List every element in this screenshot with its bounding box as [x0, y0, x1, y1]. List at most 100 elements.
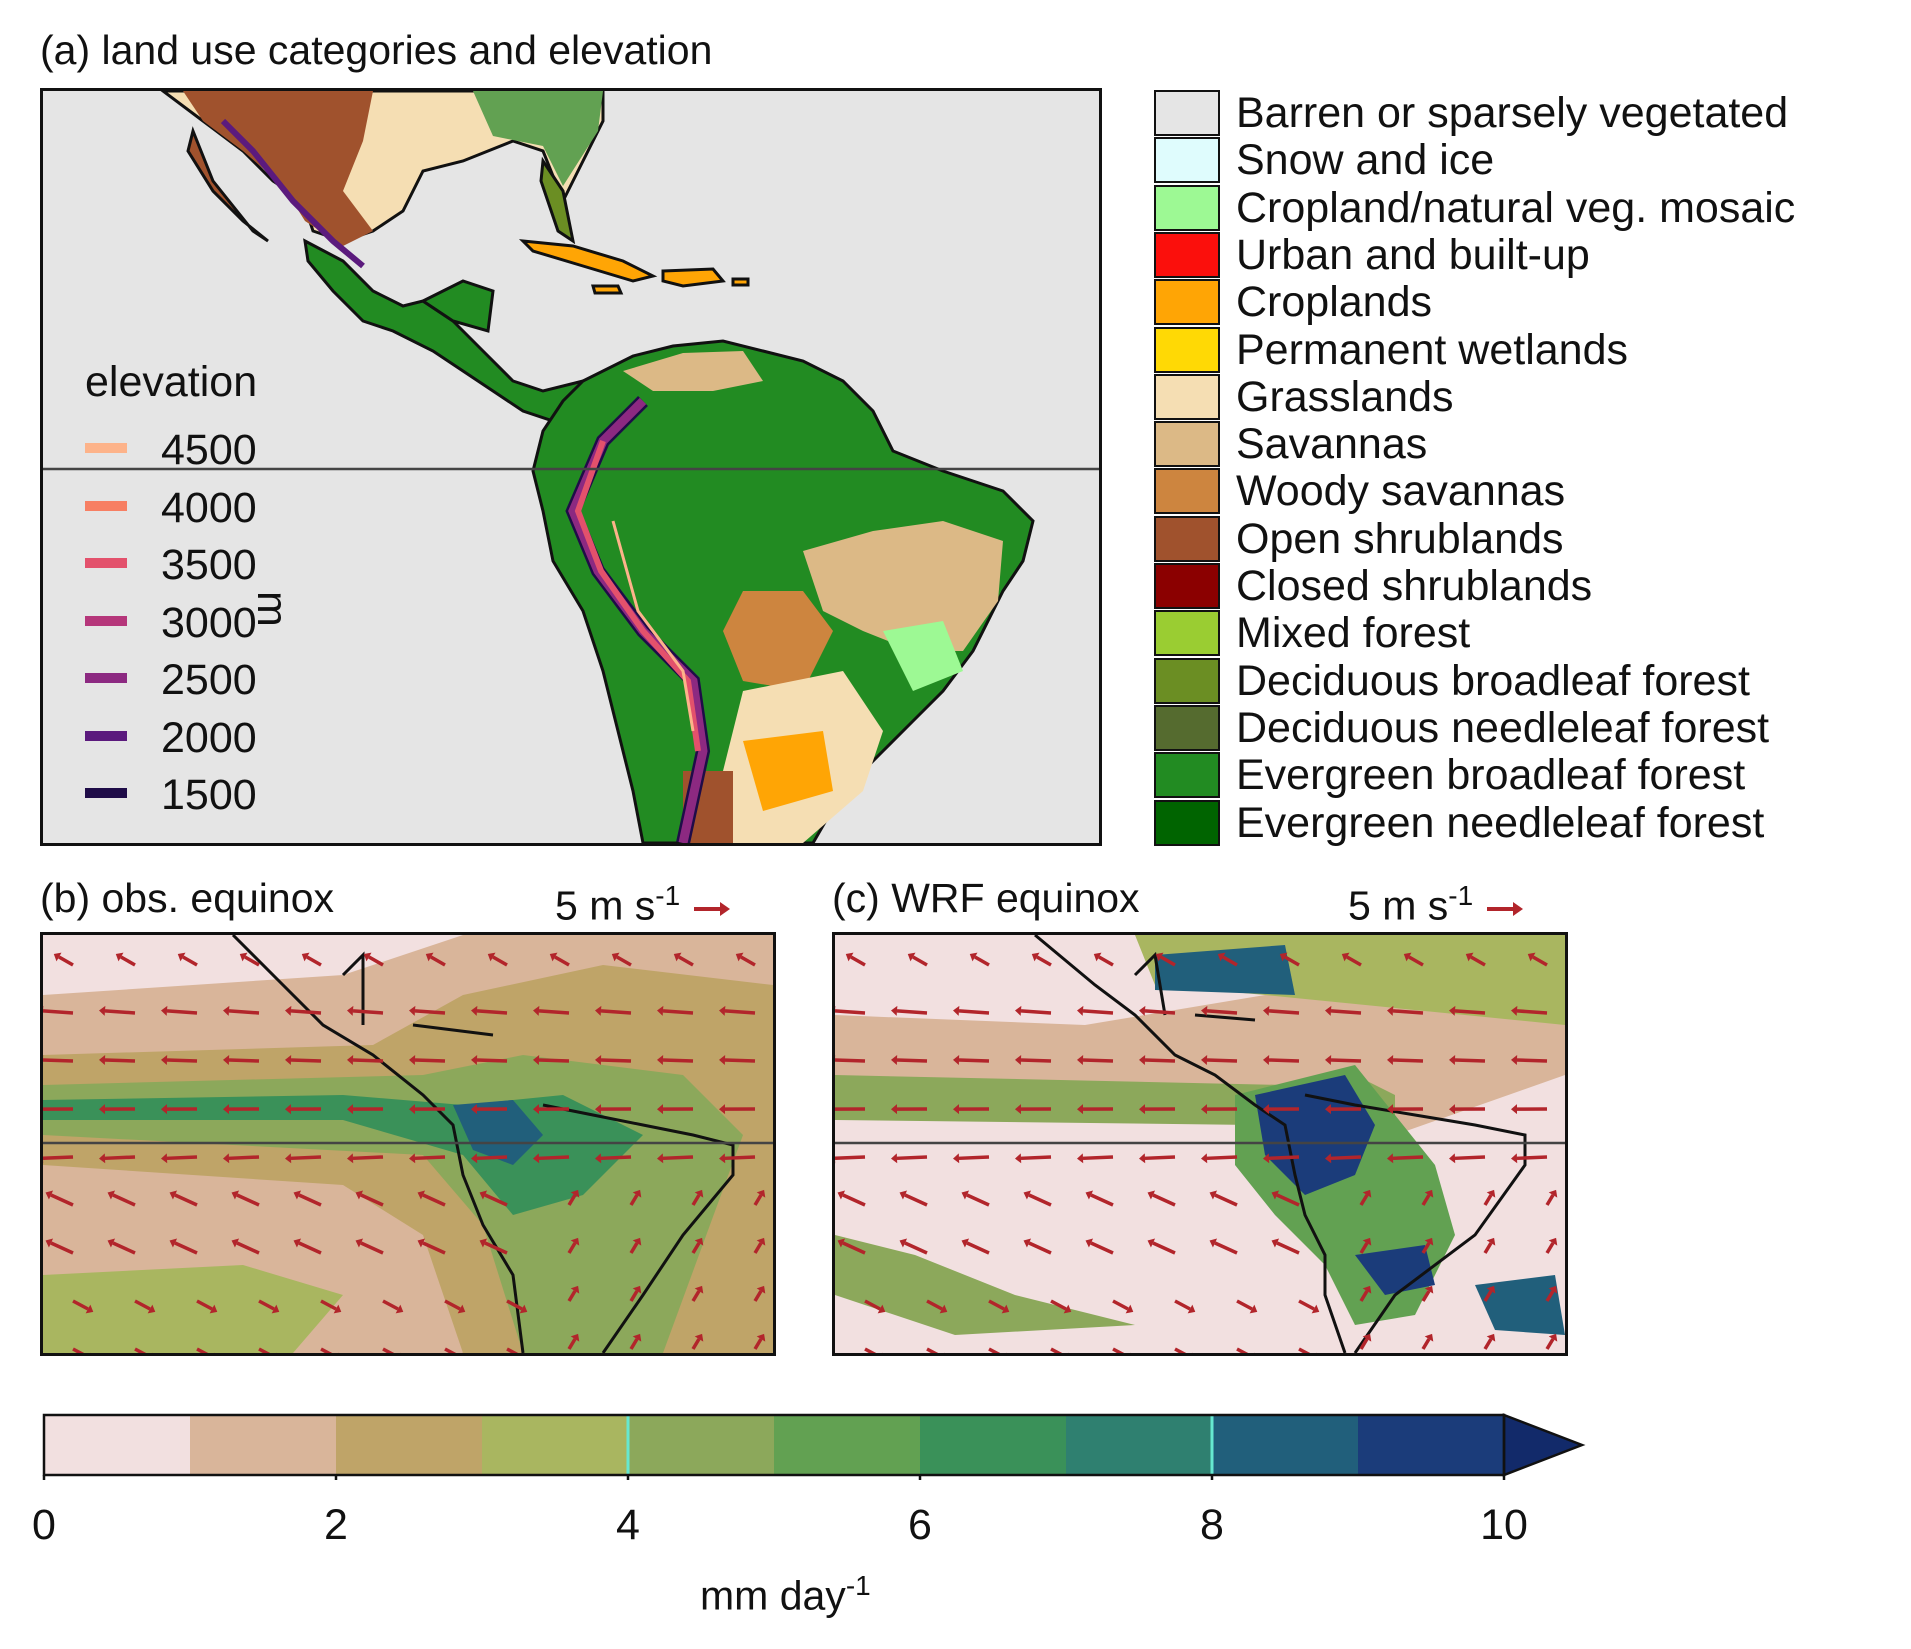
wind-vector-head — [891, 1104, 898, 1115]
wind-vector-head — [1209, 1190, 1218, 1200]
wind-vector-head — [1362, 1333, 1372, 1342]
wind-vector — [1454, 1058, 1486, 1063]
wind-vector-head — [1093, 952, 1102, 962]
wind-vector — [554, 955, 570, 967]
wind-vector-head — [719, 1055, 726, 1066]
wind-vector-head — [1279, 952, 1288, 962]
colorbar-tick-label: 2 — [324, 1501, 348, 1549]
panel-b-title: (b) obs. equinox — [40, 875, 335, 921]
wind-vector-head — [409, 1055, 416, 1066]
wind-vector — [476, 1009, 508, 1015]
wind-vector — [112, 1193, 136, 1207]
panel-b-ref-vector-exp: -1 — [655, 880, 681, 911]
wind-vector-head — [395, 1304, 404, 1314]
wind-vector — [926, 1347, 939, 1353]
wind-vector-head — [1486, 1333, 1496, 1342]
wind-vector — [842, 1193, 866, 1207]
wind-vector-head — [632, 1285, 642, 1294]
wind-vector-head — [632, 1333, 642, 1342]
wind-vector-head — [293, 1190, 302, 1200]
wind-vector-head — [939, 1304, 948, 1314]
wind-vector-head — [837, 1190, 846, 1200]
wind-vector — [1470, 955, 1486, 967]
wind-vector-head — [1548, 1189, 1558, 1198]
wind-vector-head — [1271, 1190, 1280, 1200]
elevation-unit: m — [248, 591, 296, 627]
wind-vector-head — [1015, 1153, 1022, 1164]
wind-vector-head — [1527, 952, 1536, 962]
wind-vector — [182, 955, 198, 967]
wind-vector-head — [837, 1238, 846, 1248]
baja-california — [186, 126, 269, 243]
precip-band-8b — [1155, 945, 1295, 995]
wind-vector — [1516, 1155, 1548, 1161]
wind-vector — [753, 1338, 763, 1350]
wind-vector — [1421, 1194, 1431, 1206]
wind-vector-head — [471, 1005, 478, 1016]
panel-a-title: (a) land use categories and elevation — [40, 27, 713, 73]
colorbar-bin — [1358, 1415, 1504, 1475]
land-use-swatch — [1154, 421, 1220, 468]
wind-vector-head — [347, 1104, 354, 1115]
wind-vector-head — [953, 1005, 960, 1016]
wind-vector — [1421, 1242, 1431, 1254]
wind-vector-head — [1023, 1190, 1032, 1200]
wind-vector-head — [209, 1304, 218, 1314]
wind-vector — [988, 1299, 1005, 1311]
elevation-legend-swatch-2500 — [85, 673, 127, 683]
wind-vector — [196, 1347, 209, 1353]
panel-c-title: (c) WRF equinox — [832, 875, 1140, 921]
precip-band-9 — [1255, 1075, 1375, 1195]
wind-vector-head — [223, 1005, 230, 1016]
wind-vector-head — [1139, 1153, 1146, 1164]
wind-vector — [58, 955, 74, 967]
wind-vector — [360, 1193, 384, 1207]
elevation-legend-swatch-4500 — [85, 443, 127, 453]
wind-vector-head — [85, 1304, 94, 1314]
wind-vector-head — [1031, 952, 1040, 962]
land-use-swatch — [1154, 137, 1220, 184]
wind-vector — [258, 1347, 271, 1353]
wind-vector — [258, 1299, 275, 1311]
wind-vector — [1454, 1155, 1486, 1161]
wind-vector — [1359, 1194, 1369, 1206]
land-use-swatch — [1154, 90, 1220, 136]
elevation-legend-label-3500: 3500 — [161, 541, 257, 589]
wind-vector-head — [471, 1153, 478, 1164]
wind-vector — [166, 1058, 198, 1063]
wind-vector-head — [231, 1238, 240, 1248]
wind-vector-head — [570, 1333, 580, 1342]
wind-vector — [600, 1009, 632, 1015]
wind-vector — [1206, 1058, 1238, 1063]
wind-vector — [506, 1347, 519, 1353]
wind-vector-head — [479, 1238, 488, 1248]
wind-vector — [228, 1058, 260, 1063]
wind-vector-head — [961, 1190, 970, 1200]
land-use-label: Permanent wetlands — [1236, 325, 1628, 374]
wind-vector — [414, 1155, 446, 1161]
wind-vector — [196, 1299, 213, 1311]
land-use-label: Barren or sparsely vegetated — [1236, 89, 1789, 137]
wind-vector-head — [1511, 1153, 1518, 1164]
wind-vector — [1516, 1009, 1548, 1015]
florida — [539, 156, 576, 245]
wind-vector-head — [285, 1104, 292, 1115]
precip-map-wrf-svg — [835, 935, 1565, 1353]
wind-vector — [120, 955, 136, 967]
precip-band-3 — [43, 1265, 343, 1353]
wind-vector — [368, 955, 384, 967]
wind-vector-head — [1424, 1237, 1434, 1246]
wind-vector-head — [891, 1005, 898, 1016]
wind-vector — [72, 1347, 85, 1353]
wind-vector-head — [719, 1104, 726, 1115]
jamaica — [591, 284, 624, 295]
elevation-legend-label-2500: 2500 — [161, 656, 257, 704]
wind-vector-head — [285, 1055, 292, 1066]
wind-vector — [50, 1193, 74, 1207]
wind-vector — [414, 1058, 446, 1063]
wind-vector-head — [953, 1055, 960, 1066]
panel-c-ref-vector: 5 m s-1 — [1348, 882, 1525, 927]
wind-vector — [43, 1058, 74, 1063]
wind-vector — [567, 1338, 577, 1350]
pampa-croplands — [743, 731, 833, 811]
